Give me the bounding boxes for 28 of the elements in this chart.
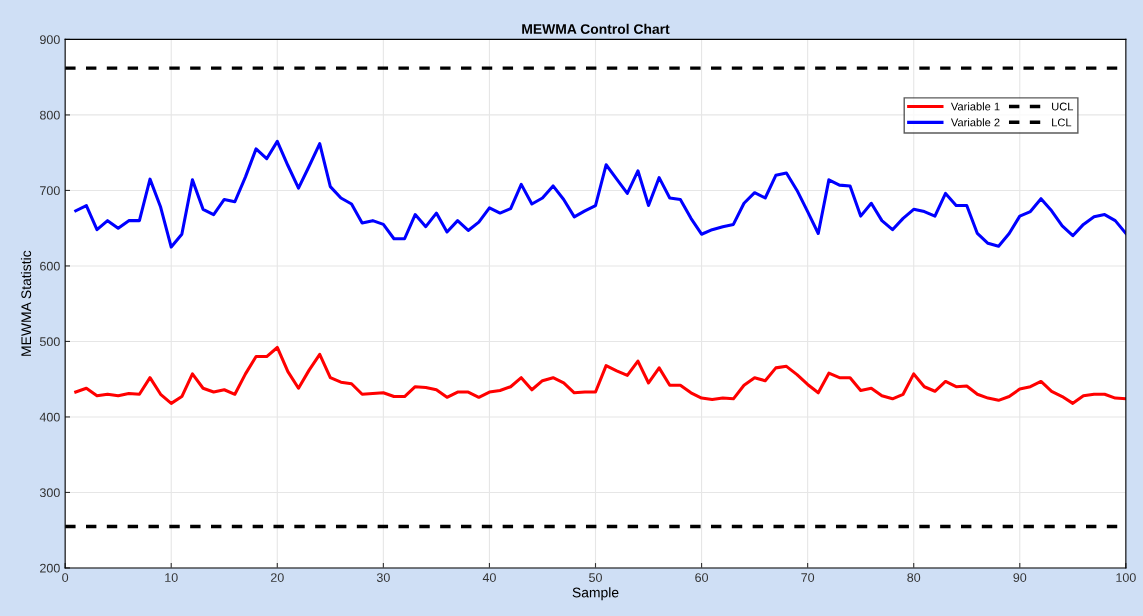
y-tick-label: 600 <box>40 261 60 271</box>
x-tick-label: 0 <box>62 573 69 582</box>
line-series <box>74 345 1126 405</box>
y-tick-label: 800 <box>39 110 60 120</box>
x-tick-label: 90 <box>1013 573 1027 582</box>
x-tick-label: 100 <box>1116 573 1136 582</box>
legend-label: Variable 2 <box>950 118 1000 127</box>
legend-label: UCL <box>1052 102 1074 111</box>
y-tick-label: 500 <box>39 337 60 347</box>
legend-label: LCL <box>1052 118 1072 127</box>
y-tick-label: 200 <box>40 563 60 573</box>
x-tick-label: 30 <box>376 573 390 582</box>
y-tick-label: 700 <box>40 186 60 196</box>
x-tick-label: 70 <box>801 573 815 582</box>
x-axis-title: Sample <box>572 587 619 601</box>
x-tick-label: 40 <box>482 573 496 582</box>
y-tick-label: 900 <box>40 35 60 45</box>
x-tick-label: 80 <box>907 573 921 582</box>
chart-title: MEWMA Control Chart <box>522 23 670 35</box>
legend-label: Variable 1 <box>950 102 1000 111</box>
y-tick-label: 300 <box>39 488 60 498</box>
y-axis-title: MEWMA Statistic <box>20 250 32 356</box>
y-tick-label: 400 <box>39 412 60 422</box>
x-tick-label: 60 <box>695 573 709 582</box>
x-tick-label: 10 <box>165 573 178 582</box>
x-tick-label: 20 <box>270 573 284 582</box>
line-series <box>74 139 1126 249</box>
x-tick-label: 50 <box>589 573 602 582</box>
